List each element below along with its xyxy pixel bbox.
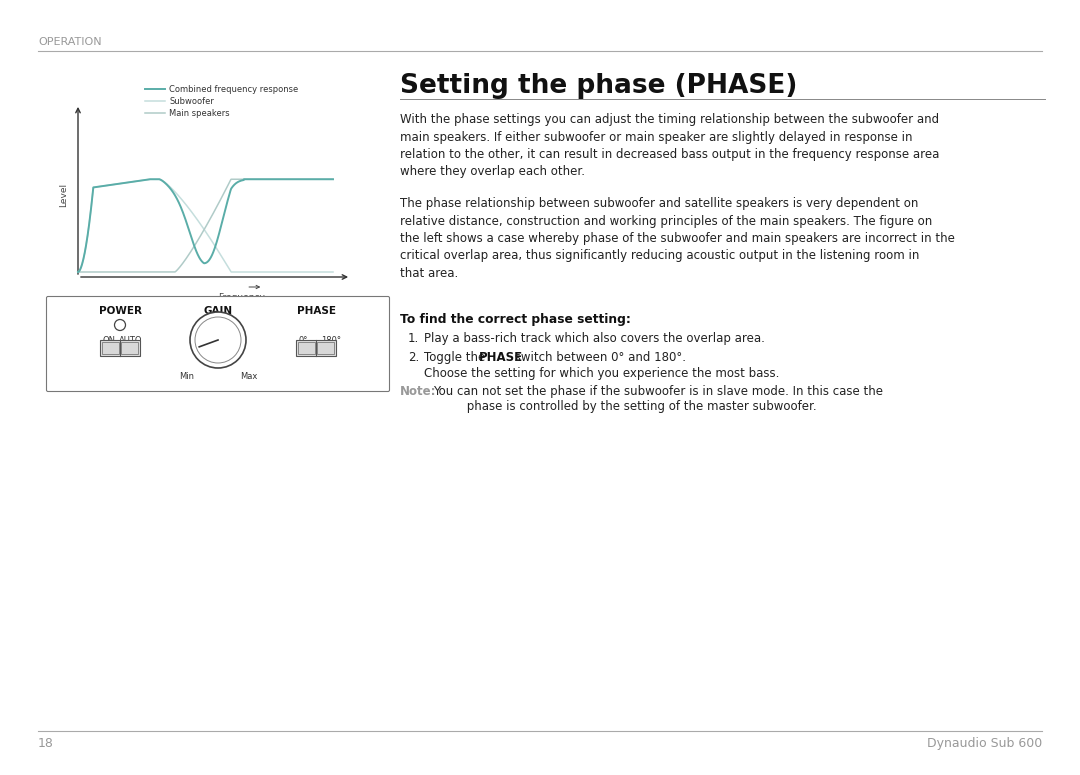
- Text: ON: ON: [103, 336, 116, 345]
- Text: The phase relationship between subwoofer and satellite speakers is very dependen: The phase relationship between subwoofer…: [400, 197, 955, 280]
- Text: You can not set the phase if the subwoofer is in slave mode. In this case the: You can not set the phase if the subwoof…: [433, 385, 883, 398]
- Text: PHASE: PHASE: [480, 351, 523, 364]
- Bar: [100, 340, 140, 356]
- Text: Note:: Note:: [400, 385, 436, 398]
- Circle shape: [195, 317, 241, 363]
- Text: Combined frequency response: Combined frequency response: [168, 84, 298, 94]
- FancyBboxPatch shape: [46, 297, 390, 391]
- Text: Frequency: Frequency: [218, 293, 265, 302]
- Text: 18: 18: [38, 737, 54, 750]
- Bar: [298, 342, 315, 354]
- Bar: [121, 342, 138, 354]
- Text: 1.: 1.: [408, 332, 419, 345]
- Text: Toggle the: Toggle the: [424, 351, 489, 364]
- Text: Subwoofer: Subwoofer: [168, 97, 214, 105]
- Text: Play a bass-rich track which also covers the overlap area.: Play a bass-rich track which also covers…: [424, 332, 765, 345]
- Text: AUTO: AUTO: [119, 336, 143, 345]
- Text: Level: Level: [59, 182, 68, 207]
- Bar: [102, 342, 119, 354]
- Text: POWER: POWER: [98, 306, 141, 316]
- Text: PHASE: PHASE: [297, 306, 336, 316]
- Text: Dynaudio Sub 600: Dynaudio Sub 600: [927, 737, 1042, 750]
- Text: Setting the phase (PHASE): Setting the phase (PHASE): [400, 73, 797, 99]
- Text: Min: Min: [179, 372, 194, 381]
- Circle shape: [190, 312, 246, 368]
- Text: OPERATION: OPERATION: [38, 37, 102, 47]
- Text: Main speakers: Main speakers: [168, 109, 230, 118]
- Text: Max: Max: [241, 372, 258, 381]
- Text: switch between 0° and 180°.: switch between 0° and 180°.: [511, 351, 686, 364]
- Text: Choose the setting for which you experience the most bass.: Choose the setting for which you experie…: [424, 367, 780, 380]
- Text: To find the correct phase setting:: To find the correct phase setting:: [400, 313, 631, 326]
- Text: With the phase settings you can adjust the timing relationship between the subwo: With the phase settings you can adjust t…: [400, 113, 940, 178]
- Bar: [318, 342, 334, 354]
- Text: 180°: 180°: [321, 336, 341, 345]
- Circle shape: [114, 319, 125, 330]
- Text: GAIN: GAIN: [203, 306, 232, 316]
- Text: 0°: 0°: [298, 336, 308, 345]
- Text: phase is controlled by the setting of the master subwoofer.: phase is controlled by the setting of th…: [433, 400, 816, 413]
- Bar: [296, 340, 336, 356]
- Text: 2.: 2.: [408, 351, 419, 364]
